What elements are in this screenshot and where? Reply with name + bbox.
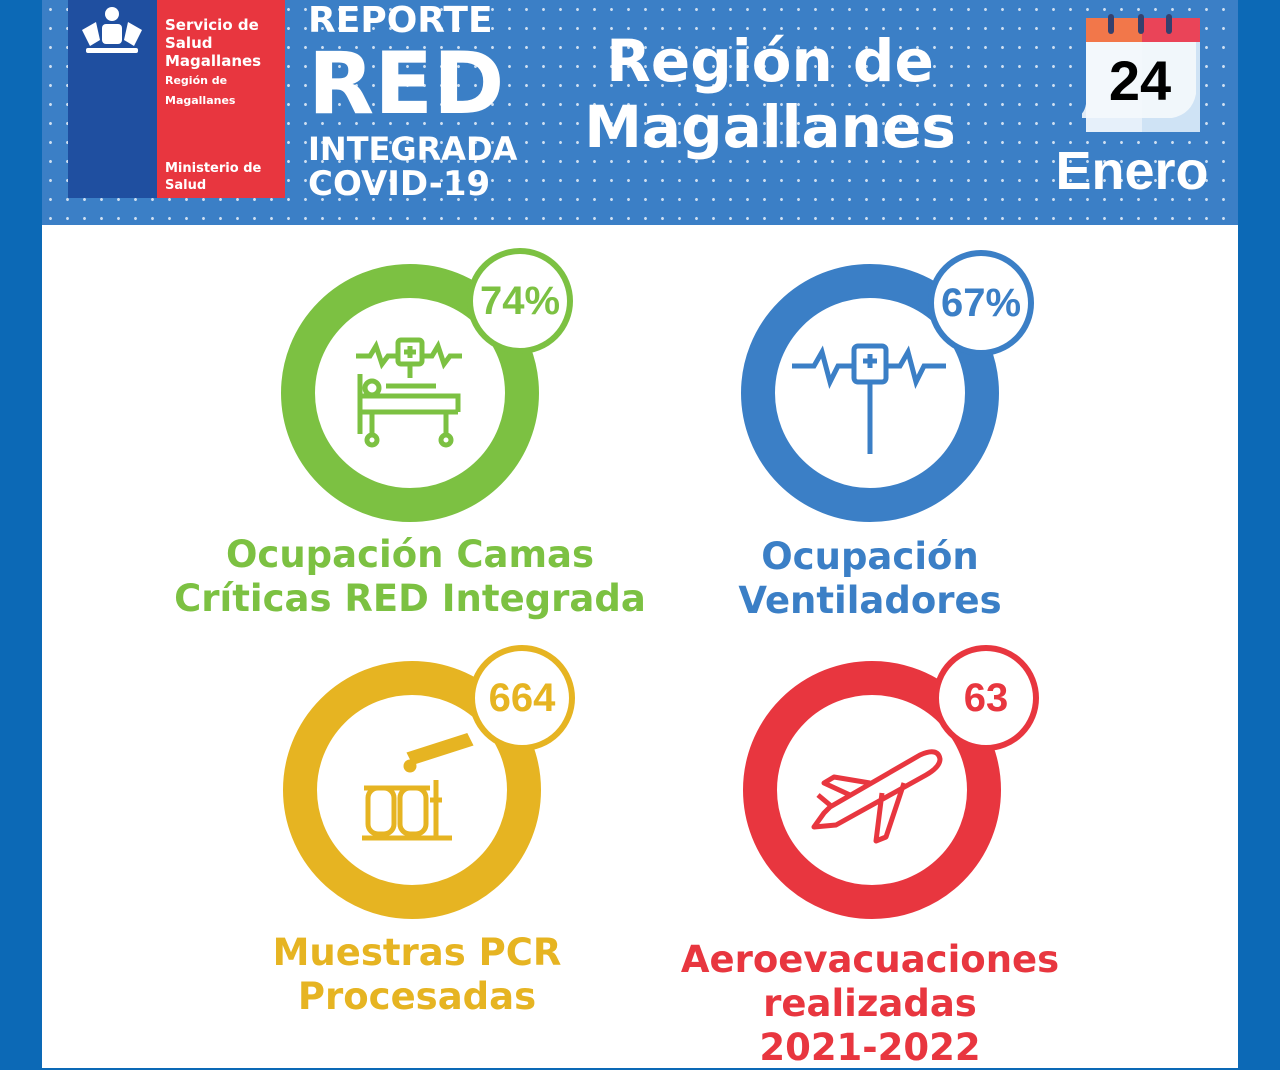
beds-label: Ocupación Camas Críticas RED Integrada <box>150 533 670 621</box>
report-title-1: REPORTE <box>308 0 493 41</box>
test-tubes-icon <box>362 732 474 841</box>
report-title-3: INTEGRADA <box>308 130 518 168</box>
hospital-bed-icon <box>356 337 462 448</box>
region-line: Magallanes <box>584 93 956 161</box>
pcr-label: Muestras PCR Procesadas <box>157 931 677 1019</box>
logo-text: Salud <box>165 34 213 52</box>
logo-text: Magallanes <box>165 94 236 107</box>
airevac-label: Aeroevacuaciones realizadas 2021-2022 <box>610 938 1130 1070</box>
coat-of-arms-icon <box>82 7 142 53</box>
airplane-icon <box>811 749 943 844</box>
report-title-2: RED <box>308 34 505 134</box>
label-line: Muestras PCR <box>272 931 562 974</box>
government-logo <box>68 0 157 198</box>
logo-text: Región de <box>165 74 228 87</box>
date-day: 24 <box>1108 49 1172 112</box>
airevac-value-badge: 63 <box>933 645 1039 751</box>
ventilator-icon <box>792 343 946 454</box>
label-line: 2021-2022 <box>759 1026 981 1069</box>
label-line: realizadas <box>763 982 977 1025</box>
health-service-logo: Servicio de Salud Magallanes Región de M… <box>157 0 285 198</box>
region-title: Región de Magallanes <box>520 28 1020 160</box>
logo-text: Magallanes <box>165 52 262 70</box>
label-line: Críticas RED Integrada <box>174 577 646 620</box>
logo-text: Servicio de <box>165 16 259 34</box>
calendar-icon <box>1082 14 1200 132</box>
label-line: Ocupación Camas <box>225 533 595 576</box>
report-title-4: COVID-19 <box>308 164 491 204</box>
ventilators-value-badge: 67% <box>928 250 1034 356</box>
label-line: Procesadas <box>297 975 537 1018</box>
logo-text: Ministerio de <box>165 161 262 176</box>
label-line: Ventiladores <box>738 579 1002 622</box>
beds-value-badge: 74% <box>467 248 573 354</box>
ventilators-label: Ocupación Ventiladores <box>610 535 1130 623</box>
region-line: Región de <box>606 27 934 95</box>
label-line: Aeroevacuaciones <box>680 938 1060 981</box>
logo-text: Salud <box>165 178 207 193</box>
date-month: Enero <box>1055 141 1209 201</box>
pcr-value-badge: 664 <box>469 645 575 751</box>
label-line: Ocupación <box>761 535 979 578</box>
